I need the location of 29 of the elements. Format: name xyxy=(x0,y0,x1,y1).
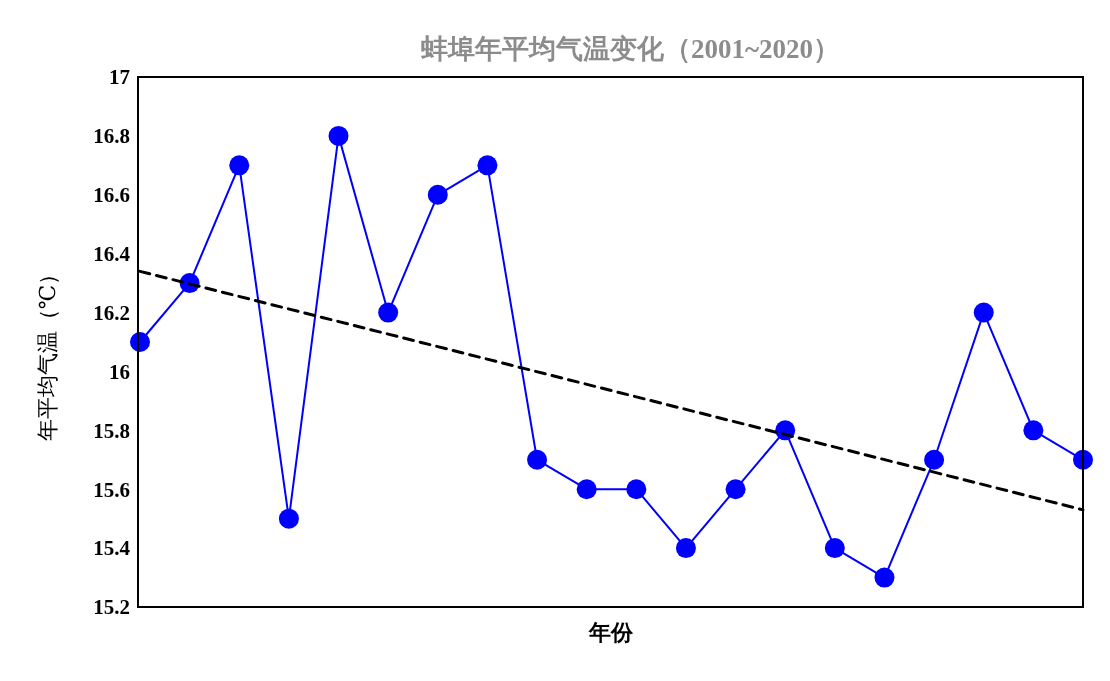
y-tick-label: 15.2 xyxy=(93,595,130,620)
y-axis-title: 年平均气温（℃） xyxy=(35,262,60,442)
point xyxy=(874,567,895,588)
y-tick-label: 16.6 xyxy=(93,183,130,208)
point xyxy=(675,538,696,559)
point xyxy=(229,155,250,176)
point xyxy=(725,479,746,500)
point xyxy=(626,479,647,500)
point xyxy=(527,449,548,470)
y-tick-label: 16.4 xyxy=(93,242,131,267)
chart-title: 蚌埠年平均气温变化（2001~2020） xyxy=(419,34,841,64)
point xyxy=(328,125,349,146)
point xyxy=(477,155,498,176)
y-tick-label: 15.4 xyxy=(93,536,131,561)
point xyxy=(378,302,399,323)
point xyxy=(973,302,994,323)
point xyxy=(924,449,945,470)
y-tick-label: 15.6 xyxy=(93,477,130,502)
x-axis-title: 年份 xyxy=(587,620,634,645)
y-tick-label: 16 xyxy=(109,359,130,384)
point xyxy=(1023,420,1044,441)
y-tick-label: 17 xyxy=(109,65,130,90)
y-tick-label: 16.2 xyxy=(93,300,130,325)
y-tick-label: 15.8 xyxy=(93,418,130,443)
point xyxy=(824,538,845,559)
y-tick-label: 16.8 xyxy=(93,124,130,149)
point xyxy=(278,508,299,529)
point xyxy=(427,184,448,205)
point xyxy=(576,479,597,500)
